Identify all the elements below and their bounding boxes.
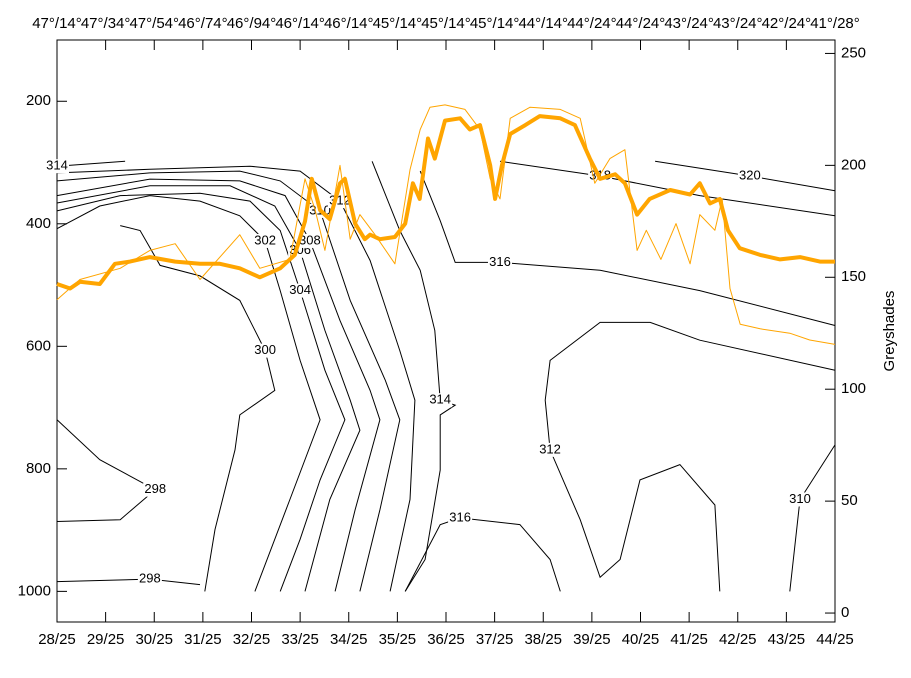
x2-tick-label: 42°/24° <box>762 15 812 32</box>
contour-line <box>56 178 381 592</box>
x2-tick-label: 45°/14° <box>470 15 520 32</box>
contour-line <box>56 170 401 592</box>
plot-frame <box>56 39 836 623</box>
y2-tick-label: 0 <box>841 604 849 621</box>
contour-label: 298 <box>144 481 166 496</box>
x-tick-label: 39/25 <box>573 631 611 648</box>
x2-tick-label: 47°/54° <box>129 15 179 32</box>
greyshade-line <box>56 104 836 345</box>
x-tick-label: 37/25 <box>476 631 514 648</box>
contour-label: 308 <box>299 232 321 247</box>
contour-label-bg <box>45 159 69 174</box>
contour-label-bg <box>428 393 453 408</box>
x-tick-label: 33/25 <box>281 631 319 648</box>
contour-line <box>499 160 836 217</box>
contour-line <box>56 195 321 592</box>
x2-tick-label: 46°/14° <box>275 15 325 32</box>
contour-line <box>56 185 361 592</box>
contour-label: 304 <box>289 282 311 297</box>
contour-label-bg <box>737 169 762 184</box>
x2-tick-label: 44°/14° <box>518 15 568 32</box>
y-tick-label: 200 <box>26 92 51 109</box>
y-tick-label: 1000 <box>18 582 51 599</box>
contour-label-bg <box>448 510 473 525</box>
greyshade-line <box>56 114 835 291</box>
x2-tick-label: 43°/24° <box>713 15 763 32</box>
contour-label-bg <box>253 233 278 248</box>
y2-tick-label: 150 <box>841 268 866 285</box>
x2-tick-label: 47°/14° <box>32 15 82 32</box>
x-tick-label: 36/25 <box>427 631 465 648</box>
x-tick-label: 28/25 <box>38 631 76 648</box>
x-tick-label: 44/25 <box>816 631 854 648</box>
x2-tick-label: 47°/34° <box>81 15 131 32</box>
x-tick-label: 32/25 <box>233 631 271 648</box>
contour-line <box>789 444 836 592</box>
x-tick-label: 41/25 <box>670 631 708 648</box>
contour-label: 314 <box>46 158 68 173</box>
x2-tick-label: 46°/94° <box>227 15 277 32</box>
y2-tick-label: 50 <box>841 492 858 509</box>
contour-label: 316 <box>489 254 511 269</box>
contour-line <box>56 578 201 586</box>
y2-tick-label: 100 <box>841 380 866 397</box>
contour-line <box>544 321 836 592</box>
y2-axis-title: Greyshades <box>881 291 898 372</box>
x-tick-label: 31/25 <box>184 631 222 648</box>
x2-tick-label: 45°/14° <box>421 15 471 32</box>
x-tick-label: 38/25 <box>524 631 562 648</box>
x-tick-label: 43/25 <box>768 631 806 648</box>
x2-tick-label: 43°/24° <box>664 15 714 32</box>
contour-label: 312 <box>539 441 561 456</box>
x-tick-label: 34/25 <box>330 631 368 648</box>
x2-tick-label: 46°/74° <box>178 15 228 32</box>
y-tick-label: 800 <box>26 460 51 477</box>
contour-label: 300 <box>254 342 276 357</box>
y2-tick-label: 250 <box>841 44 866 61</box>
x-tick-label: 35/25 <box>379 631 417 648</box>
contour-line <box>371 161 457 592</box>
contour-label-bg <box>288 283 313 298</box>
y2-tick-label: 200 <box>841 156 866 173</box>
contour-label-bg <box>487 255 512 270</box>
contour-label: 302 <box>254 232 276 247</box>
contour-label-bg <box>787 492 812 507</box>
x-tick-label: 42/25 <box>719 631 757 648</box>
x2-tick-label: 46°/14° <box>324 15 374 32</box>
contour-label: 310 <box>789 491 811 506</box>
contour-label-bg <box>143 482 168 497</box>
y-tick-label: 400 <box>26 215 51 232</box>
x-tick-label: 40/25 <box>622 631 660 648</box>
x-tick-label: 30/25 <box>135 631 173 648</box>
x2-tick-label: 45°/14° <box>373 15 423 32</box>
contour-line <box>56 419 157 522</box>
y-tick-label: 600 <box>26 337 51 354</box>
x2-tick-label: 44°/24° <box>567 15 617 32</box>
x2-tick-label: 44°/24° <box>616 15 666 32</box>
x-tick-label: 29/25 <box>87 631 125 648</box>
contour-line <box>56 165 416 592</box>
contour-line <box>120 225 276 592</box>
contour-label: 316 <box>449 509 471 524</box>
contour-label-bg <box>253 343 278 358</box>
contour-label-bg <box>137 572 162 587</box>
contour-label: 320 <box>739 167 761 182</box>
contour-line <box>404 517 561 592</box>
contour-label: 314 <box>429 392 451 407</box>
contour-label-bg <box>538 442 563 457</box>
x2-tick-label: 41°/28° <box>810 15 860 32</box>
contour-label: 298 <box>139 571 161 586</box>
contour-label-bg <box>297 233 322 248</box>
